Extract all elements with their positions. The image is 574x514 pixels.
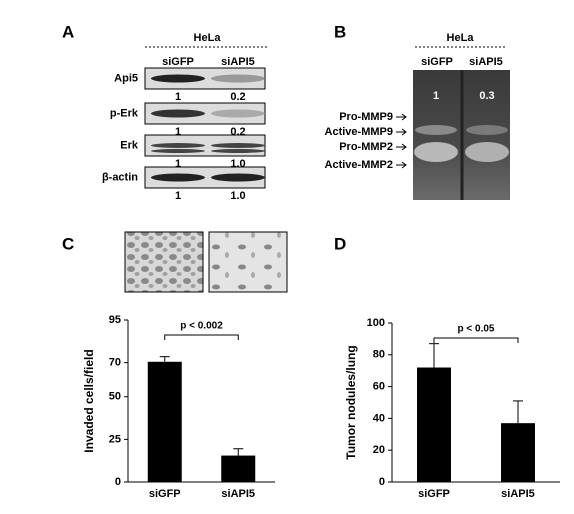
y-tick-label: 0	[379, 476, 385, 488]
blot-band	[211, 173, 265, 182]
blot-band	[151, 109, 205, 118]
y-axis-label: Invaded cells/field	[82, 349, 96, 452]
y-tick-label: 0	[115, 476, 121, 488]
bar	[417, 367, 451, 482]
y-tick-label: 60	[373, 381, 385, 393]
value-label: 0.3	[479, 90, 494, 102]
x-tick-label: siAPI5	[501, 488, 535, 500]
blot-band	[151, 143, 205, 148]
column-label: siGFP	[162, 56, 194, 68]
row-label: Api5	[114, 72, 138, 84]
blot-band	[211, 143, 265, 148]
column-label: siGFP	[421, 56, 453, 68]
x-tick-label: siGFP	[149, 488, 181, 500]
arrow	[396, 161, 407, 169]
value-label: 1	[175, 190, 181, 202]
y-tick-label: 100	[367, 317, 385, 329]
bar	[221, 455, 256, 482]
row-label: β-actin	[102, 171, 138, 183]
blot-band	[151, 149, 205, 153]
bar	[147, 361, 182, 482]
gel-band	[465, 142, 509, 162]
y-tick-label: 25	[109, 433, 121, 445]
bracket	[164, 334, 239, 340]
blot-band	[211, 74, 265, 83]
value-label: 0.2	[230, 91, 245, 103]
gel-band	[466, 125, 508, 135]
blot-band	[211, 149, 265, 153]
gel-band	[415, 125, 457, 135]
blot-band	[151, 74, 205, 83]
y-tick-label: 50	[109, 391, 121, 403]
band-label: Active-MMP9	[325, 126, 393, 138]
column-label: siAPI5	[221, 56, 255, 68]
value-label: 1.0	[230, 190, 245, 202]
band-label: Pro-MMP9	[339, 111, 393, 123]
x-tick-label: siGFP	[418, 488, 450, 500]
band-label: Pro-MMP2	[339, 141, 393, 153]
cell-line: HeLa	[447, 32, 475, 44]
value-label: 1	[175, 91, 181, 103]
y-tick-label: 70	[109, 357, 121, 369]
y-axis-label: Tumor nodules/lung	[344, 345, 358, 459]
value-label: 1	[433, 90, 439, 102]
arrow	[396, 113, 407, 121]
arrow	[396, 143, 407, 151]
cell-line: HeLa	[194, 32, 222, 44]
y-tick-label: 80	[373, 349, 385, 361]
panel-label: C	[62, 234, 74, 253]
column-label: siAPI5	[469, 56, 503, 68]
annotation: p < 0.05	[458, 324, 495, 335]
micrograph	[208, 231, 288, 293]
gel-band	[414, 142, 458, 162]
value-label: 1	[175, 158, 181, 170]
y-tick-label: 95	[109, 314, 121, 326]
bar	[501, 423, 535, 482]
band-label: Active-MMP2	[325, 159, 393, 171]
y-tick-label: 40	[373, 412, 385, 424]
panel-label: B	[334, 22, 346, 41]
row-label: p-Erk	[110, 107, 139, 119]
blot-band	[211, 109, 265, 118]
value-label: 1	[175, 126, 181, 138]
micrograph	[124, 231, 204, 293]
arrow	[396, 128, 407, 136]
row-label: Erk	[120, 139, 139, 151]
panel-label: D	[334, 234, 346, 253]
panel-label: A	[62, 22, 74, 41]
annotation: p < 0.002	[180, 321, 223, 332]
blot-band	[151, 173, 205, 182]
y-tick-label: 20	[373, 444, 385, 456]
x-tick-label: siAPI5	[221, 488, 255, 500]
bracket	[433, 337, 519, 343]
